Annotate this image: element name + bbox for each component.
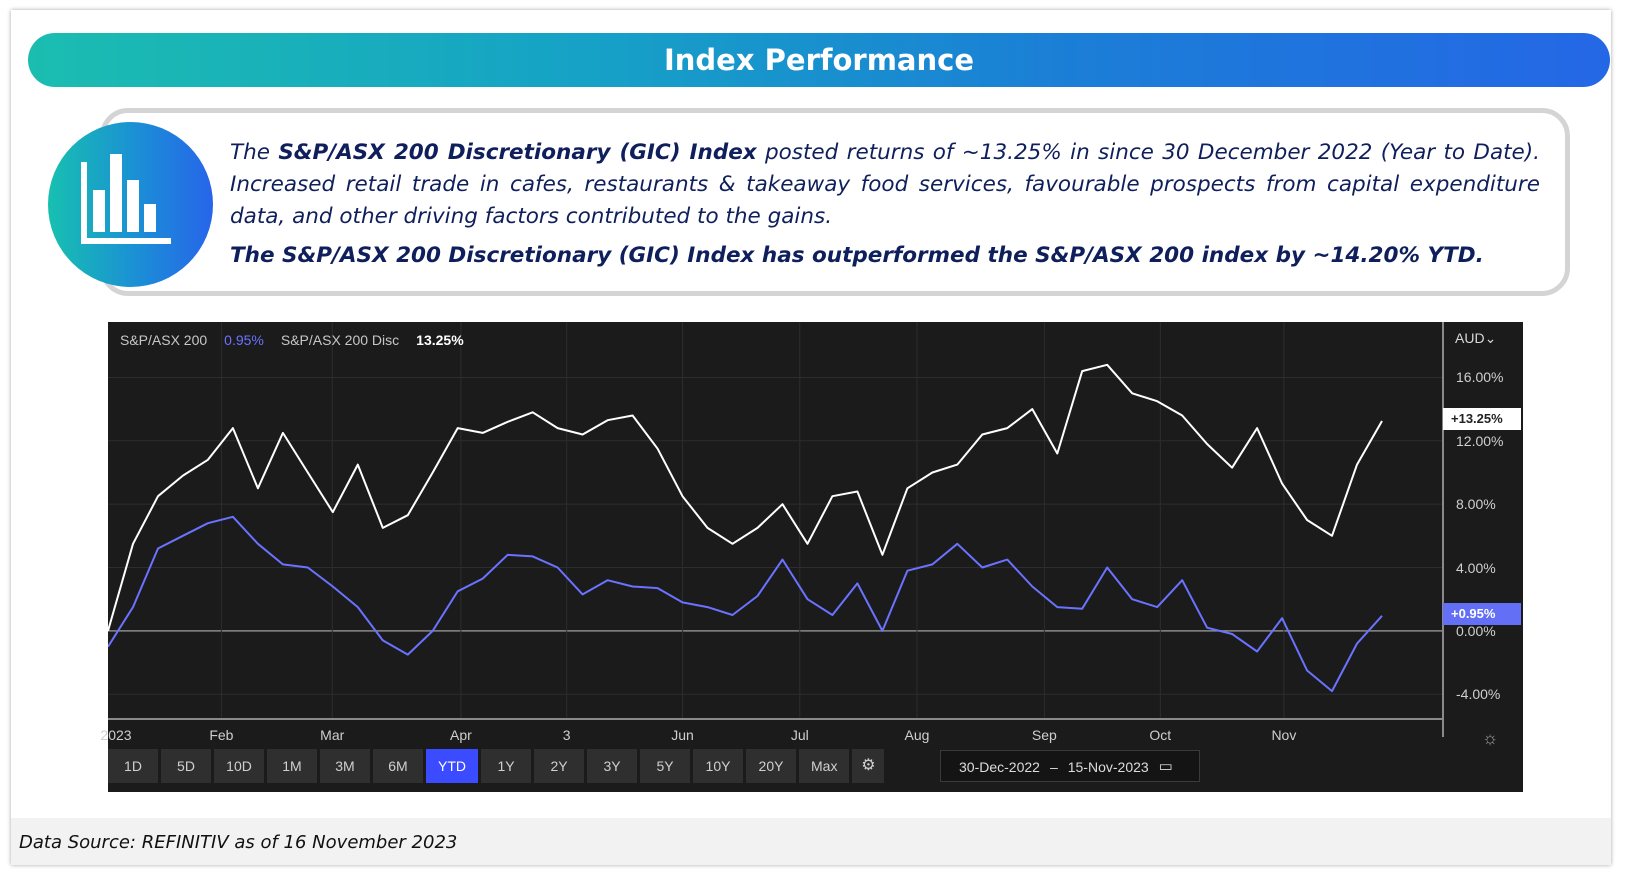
range-toolbar: 1D 5D 10D 1M 3M 6M YTD 1Y 2Y 3Y 5Y 10Y 20Y Max ⚙ <box>108 749 885 783</box>
range-button-6m[interactable]: 6M <box>373 749 423 783</box>
summary-box <box>100 108 1570 296</box>
x-tick-label: Sep <box>1031 727 1057 743</box>
range-button-2y[interactable]: 2Y <box>534 749 584 783</box>
y-tick-label: 8.00% <box>1456 496 1496 513</box>
bar-chart-glyph <box>81 154 171 244</box>
y-tick-label: -4.00% <box>1456 686 1501 703</box>
y-tick-label: 0.00% <box>1456 622 1496 639</box>
range-button-5d[interactable]: 5D <box>161 749 211 783</box>
index-name: S&P/ASX 200 Discretionary (GIC) Index <box>278 140 757 165</box>
x-tick-label: Mar <box>320 727 345 743</box>
calendar-icon[interactable]: ▭ <box>1158 758 1173 775</box>
currency-dropdown[interactable]: AUD⌄ <box>1455 330 1496 347</box>
y-axis-line <box>1442 322 1444 737</box>
x-tick-label: Feb <box>209 727 234 743</box>
summary-highlight: The S&P/ASX 200 Discretionary (GIC) Inde… <box>230 243 1484 268</box>
range-button-10y[interactable]: 10Y <box>693 749 743 783</box>
legend-asx-value: 0.95% <box>224 332 264 348</box>
range-button-5y[interactable]: 5Y <box>640 749 690 783</box>
range-button-1y[interactable]: 1Y <box>481 749 531 783</box>
para-text: posted returns of ~13.25% in since 30 De… <box>230 140 1540 229</box>
x-tick-label: Jun <box>671 727 694 743</box>
x-tick-label: 2023 <box>100 727 132 743</box>
date-range-picker[interactable]: 30-Dec-2022 – 15-Nov-2023 ▭ <box>940 750 1200 782</box>
x-tick-label: Jul <box>790 727 809 743</box>
range-button-1d[interactable]: 1D <box>108 749 158 783</box>
chevron-down-icon: ⌄ <box>1484 330 1497 346</box>
x-tick-label: Apr <box>449 727 472 743</box>
x-axis-line <box>108 718 1443 720</box>
date-to: 15-Nov-2023 <box>1067 759 1149 775</box>
range-button-3y[interactable]: 3Y <box>587 749 637 783</box>
x-tick-label: Nov <box>1271 727 1297 743</box>
range-button-20y[interactable]: 20Y <box>746 749 796 783</box>
x-tick-label: Aug <box>904 727 930 743</box>
para-text: The <box>230 140 279 165</box>
sun-icon[interactable]: ☼ <box>1481 728 1499 748</box>
summary-text: The S&P/ASX 200 Discretionary (GIC) Inde… <box>230 137 1540 271</box>
last-value-tag-asx: +0.95% <box>1443 602 1521 625</box>
chart-plot[interactable] <box>108 322 1523 792</box>
chart-legend: S&P/ASX 200 0.95% S&P/ASX 200 Disc 13.25… <box>120 332 464 348</box>
y-tick-label: 16.00% <box>1456 369 1504 386</box>
range-button-3m[interactable]: 3M <box>320 749 370 783</box>
y-tick-label: 12.00% <box>1456 432 1504 449</box>
section-title: Index Performance <box>663 43 975 77</box>
date-from: 30-Dec-2022 <box>959 759 1040 775</box>
legend-asx-name: S&P/ASX 200 <box>120 332 208 348</box>
summary-paragraph: The S&P/ASX 200 Discretionary (GIC) Inde… <box>230 137 1540 233</box>
gear-icon[interactable]: ⚙ <box>852 749 885 783</box>
series-line-asx200-disc <box>108 363 1383 632</box>
chart-panel: S&P/ASX 200 0.95% S&P/ASX 200 Disc 13.25… <box>100 322 1523 792</box>
legend-disc-value: 13.25% <box>416 332 464 348</box>
range-button-max[interactable]: Max <box>799 749 850 783</box>
range-button-10d[interactable]: 10D <box>214 749 264 783</box>
footer: Data Source: REFINITIV as of 16 November… <box>11 818 1611 865</box>
data-source: Data Source: REFINITIV as of 16 November… <box>19 832 458 853</box>
range-button-1m[interactable]: 1M <box>267 749 317 783</box>
y-tick-label: 4.00% <box>1456 559 1496 576</box>
date-separator: – <box>1049 759 1058 775</box>
section-banner: Index Performance <box>28 33 1610 87</box>
legend-disc-name: S&P/ASX 200 Disc <box>280 332 400 348</box>
x-tick-label: 3 <box>562 727 571 743</box>
x-tick-label: Oct <box>1149 727 1172 743</box>
currency-label: AUD <box>1455 330 1485 346</box>
last-value-tag-disc: +13.25% <box>1443 408 1521 430</box>
bar-chart-icon <box>48 122 213 287</box>
range-button-ytd[interactable]: YTD <box>426 749 478 783</box>
series-line-asx200 <box>108 515 1383 693</box>
